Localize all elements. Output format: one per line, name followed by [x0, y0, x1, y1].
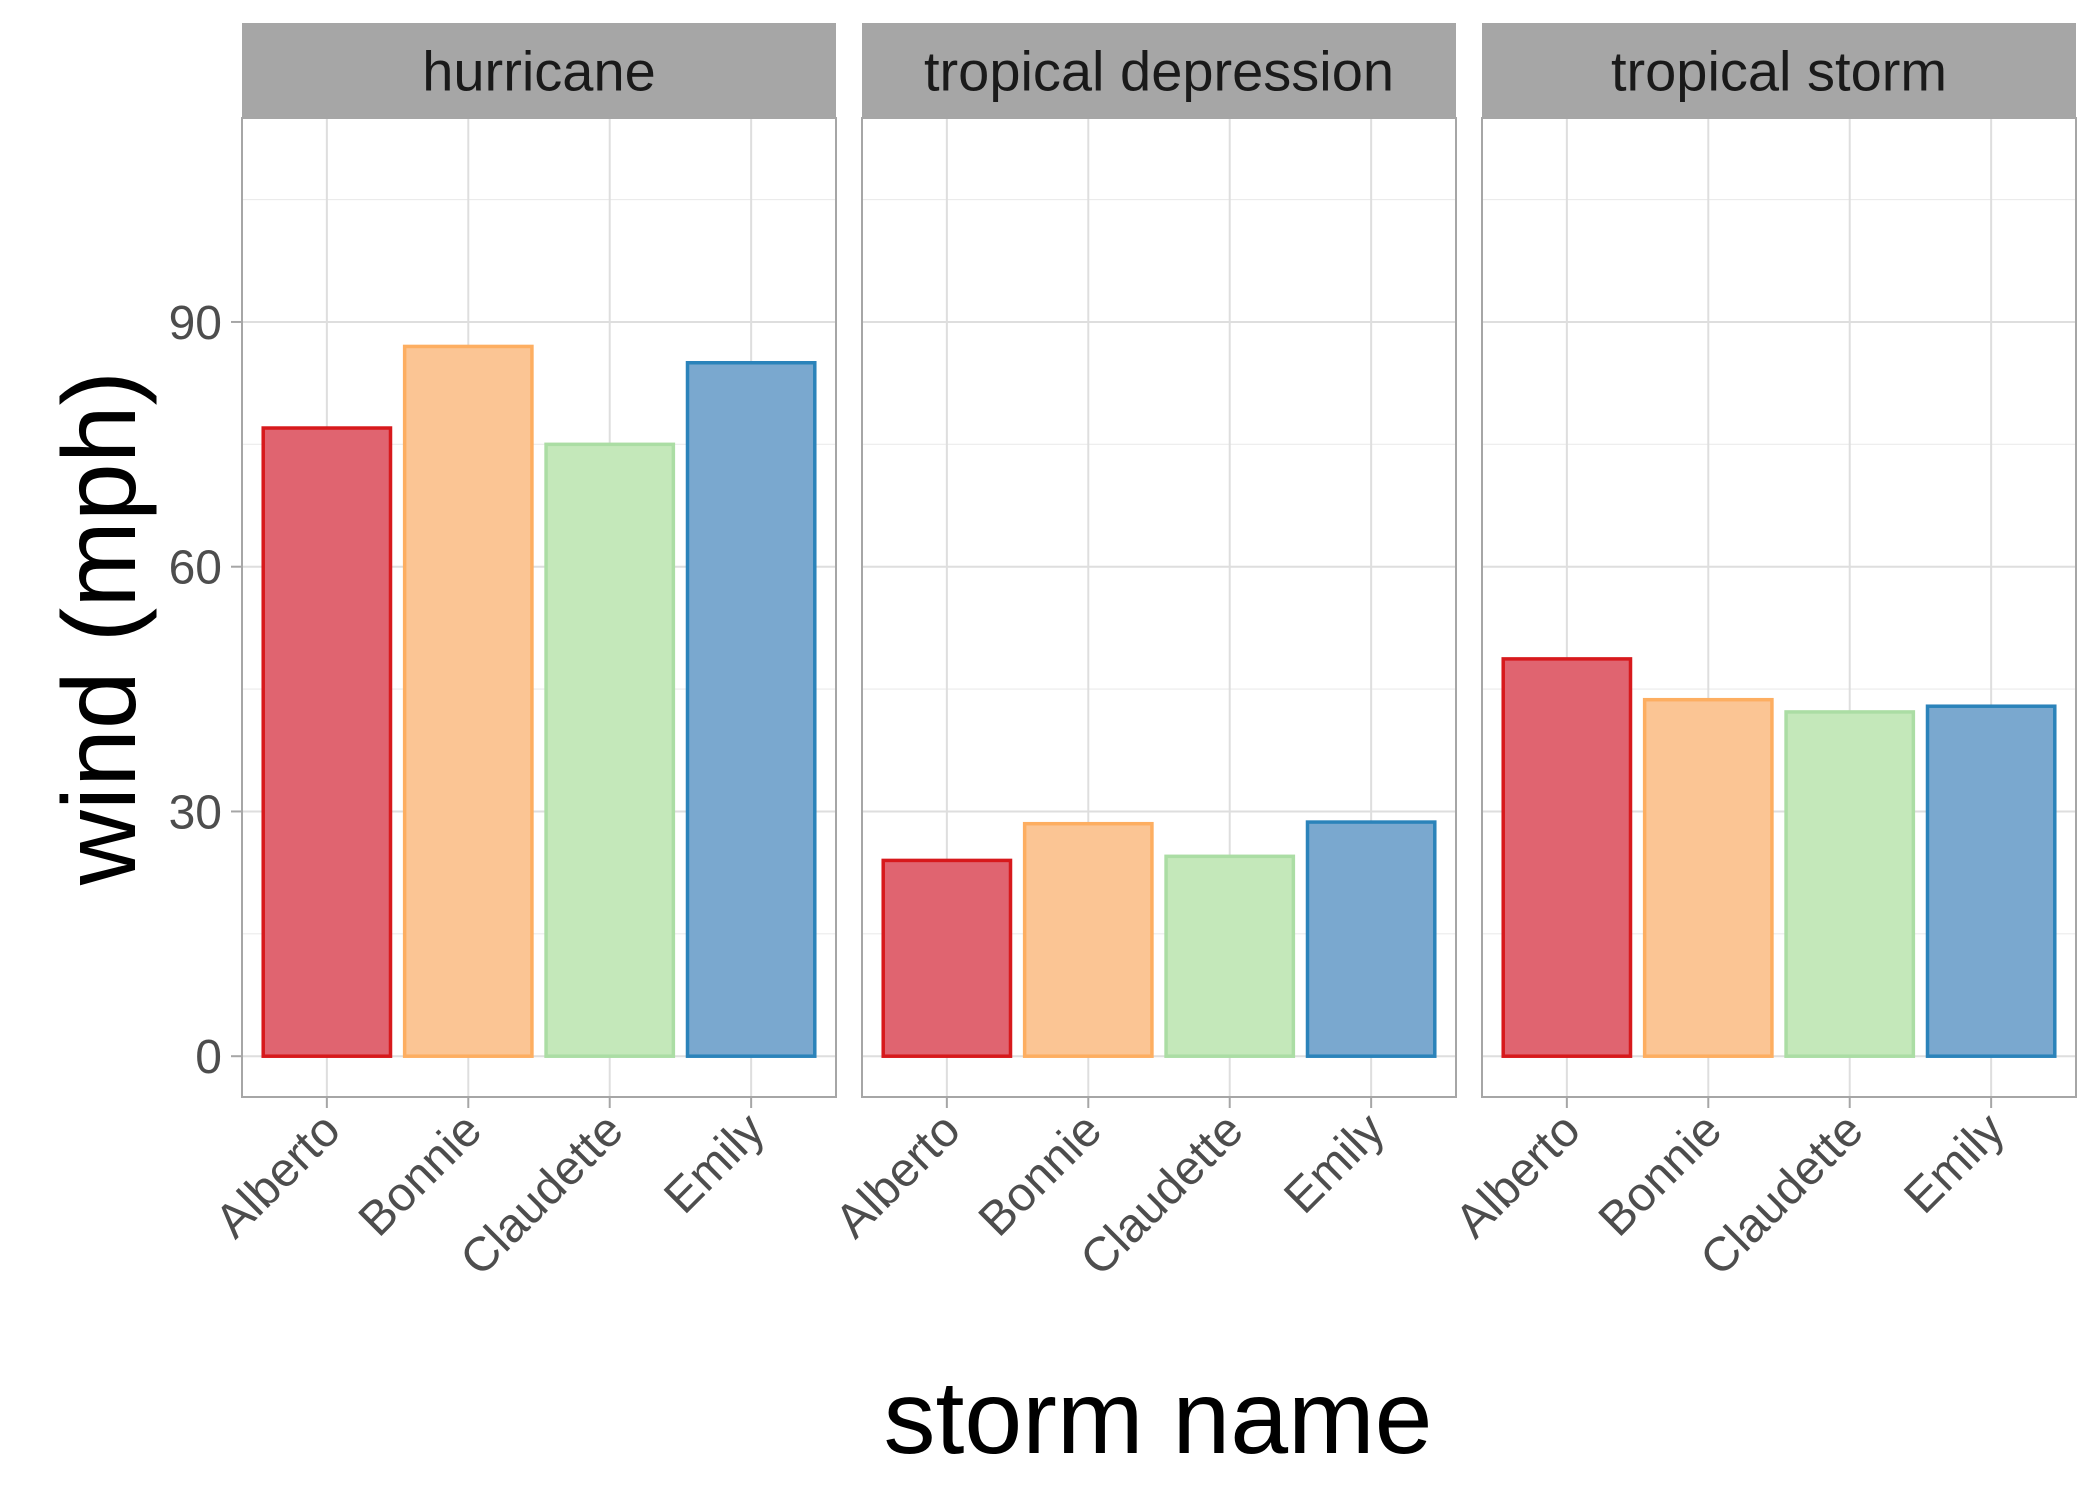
x-tick-label: Emily — [1894, 1103, 2014, 1223]
x-tick-label: Emily — [654, 1103, 774, 1223]
y-tick-label: 60 — [169, 542, 222, 595]
bar-bonnie — [1022, 821, 1154, 1058]
x-tick-label: Bonnie — [1589, 1103, 1732, 1246]
y-tick-label: 90 — [169, 297, 222, 350]
bar-bonnie — [402, 344, 534, 1058]
facet-strip-label: hurricane — [422, 40, 655, 103]
bar-bonnie — [1642, 697, 1774, 1058]
facet-strip — [242, 23, 836, 118]
bar-emily — [1925, 704, 2057, 1058]
y-axis-title: wind (mph) — [42, 371, 158, 886]
facet-strip-label: tropical storm — [1611, 40, 1947, 103]
x-tick-label: Alberto — [826, 1103, 971, 1248]
y-tick-label: 30 — [169, 786, 222, 839]
x-tick-label: Bonnie — [969, 1103, 1112, 1246]
facet-panel-1: tropical depressionAlbertoBonnieClaudett… — [826, 23, 1457, 1286]
bar-alberto — [1501, 657, 1633, 1058]
bar-claudette — [1164, 854, 1296, 1058]
bar-alberto — [261, 426, 393, 1058]
facet-strip — [1482, 23, 2076, 118]
x-tick-label: Bonnie — [349, 1103, 492, 1246]
bar-emily — [685, 361, 817, 1058]
bar-alberto — [881, 858, 1013, 1058]
bar-claudette — [544, 442, 676, 1058]
x-tick-label: Emily — [1274, 1103, 1394, 1223]
facet-strip — [862, 23, 1456, 118]
x-axis-title: storm name — [883, 1360, 1432, 1476]
x-tick-label: Alberto — [1446, 1103, 1591, 1248]
bar-claudette — [1784, 710, 1916, 1058]
bar-emily — [1305, 820, 1437, 1058]
facet-strip-label: tropical depression — [924, 40, 1394, 103]
x-tick-label: Alberto — [206, 1103, 351, 1248]
y-tick-label: 0 — [195, 1031, 222, 1084]
